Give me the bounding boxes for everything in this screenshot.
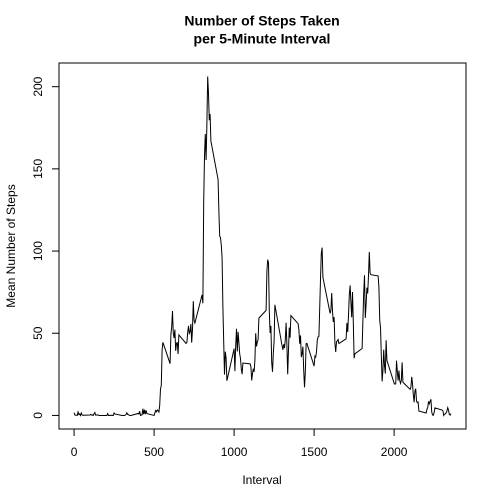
x-tick-label: 0 — [71, 445, 78, 459]
x-axis-label: Interval — [242, 473, 281, 487]
chart-title: per 5-Minute Interval — [194, 31, 331, 47]
plot-box — [58, 62, 467, 430]
x-tick-label: 1500 — [301, 445, 328, 459]
y-tick-label: 200 — [31, 76, 45, 96]
y-tick-label: 150 — [31, 159, 45, 179]
x-tick-label: 1000 — [221, 445, 248, 459]
x-tick-label: 500 — [144, 445, 164, 459]
y-axis-label: Mean Number of Steps — [4, 184, 18, 307]
y-tick-label: 0 — [31, 412, 45, 419]
x-tick-label: 2000 — [381, 445, 408, 459]
y-tick-label: 50 — [31, 326, 45, 340]
y-tick-label: 100 — [31, 241, 45, 261]
data-line — [73, 76, 452, 417]
chart-title: Number of Steps Taken — [184, 13, 339, 29]
